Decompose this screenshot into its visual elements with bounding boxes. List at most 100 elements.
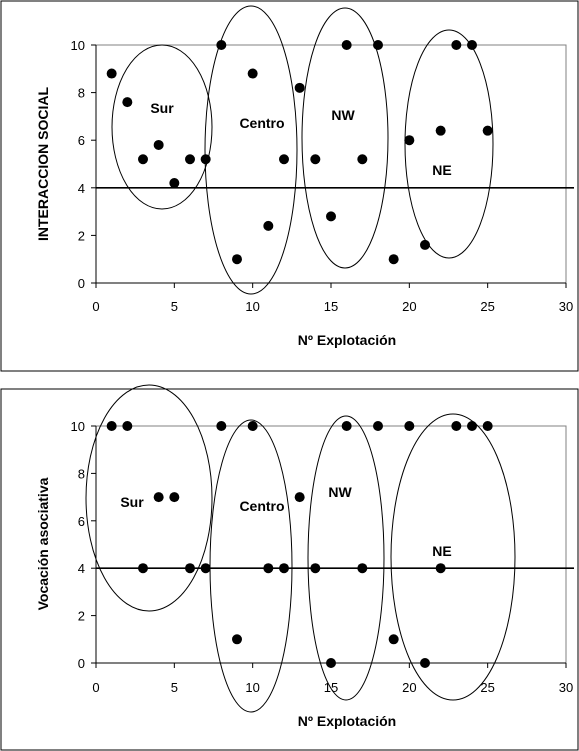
chart-1-region-label-centro: Centro xyxy=(239,115,284,131)
chart-1-data-point xyxy=(153,139,164,150)
chart-1-data-point xyxy=(467,40,477,50)
chart-1-data-point xyxy=(326,211,336,222)
chart-1-data-point xyxy=(451,40,462,50)
chart-1: 0 2 4 6 8 10 0 5 10 15 20 25 30 Sur Centro NW NE Nº Explo… xyxy=(35,5,574,348)
chart-1-data-point xyxy=(200,154,211,165)
chart-2-data-point xyxy=(373,421,383,431)
chart-2-data-point xyxy=(216,421,227,431)
chart-1-data-point xyxy=(341,40,352,50)
chart-2-y-tick-label: 8 xyxy=(78,466,85,481)
chart-2-data-point xyxy=(279,563,289,574)
chart-1-region-label-nw: NW xyxy=(331,107,355,123)
chart-1-y-tick-label: 2 xyxy=(78,228,85,243)
chart-2-data-point xyxy=(451,421,462,431)
chart-1-x-tick-label: 15 xyxy=(324,299,338,314)
chart-2-region-label-ne: NE xyxy=(432,543,451,559)
chart-2-region-ellipse-sur xyxy=(85,384,213,612)
chart-1-data-point xyxy=(482,125,493,136)
chart-1-region-ellipse-sur xyxy=(111,44,213,210)
chart-2-data-point xyxy=(106,421,117,431)
chart-1-x-tick-label: 0 xyxy=(92,299,99,314)
chart-1-data-point xyxy=(420,239,430,250)
chart-1-data-point xyxy=(310,154,321,165)
chart-2-region-ellipse-nw xyxy=(307,415,385,701)
chart-1-y-tick-label: 0 xyxy=(78,276,85,291)
chart-2-region-label-centro: Centro xyxy=(239,498,284,514)
chart-2-x-tick-label: 15 xyxy=(324,680,338,695)
chart-2-data-point xyxy=(294,492,305,503)
chart-2-data-point xyxy=(467,421,477,431)
chart-1-region-ellipse-centro xyxy=(204,5,298,295)
chart-1-x-tick-label: 10 xyxy=(245,299,259,314)
chart-1-y-tick-label: 6 xyxy=(78,133,85,148)
chart-2-x-tick-label: 20 xyxy=(402,680,416,695)
chart-1-x-tick-label: 30 xyxy=(559,299,573,314)
chart-2: 0 2 4 6 8 10 0 5 10 15 20 25 30 Sur Centro NW NE Nº Explo… xyxy=(35,384,574,729)
chart-2-data-point xyxy=(232,634,242,645)
chart-1-data-point xyxy=(216,40,227,50)
chart-2-y-tick-label: 10 xyxy=(71,419,85,434)
chart-2-plot-area xyxy=(95,425,567,664)
chart-2-data-point xyxy=(404,421,415,431)
chart-2-data-point xyxy=(310,563,321,574)
chart-2-x-tick-label: 0 xyxy=(92,680,99,695)
chart-2-data-point xyxy=(122,421,133,431)
chart-1-data-point xyxy=(263,220,274,231)
chart-2-data-point xyxy=(138,563,148,574)
chart-1-data-point xyxy=(122,97,133,108)
chart-2-y-axis-title: Vocación asociativa xyxy=(35,477,51,610)
chart-1-data-point xyxy=(138,154,148,165)
chart-1-data-point xyxy=(373,40,383,50)
chart-2-data-point xyxy=(357,563,368,574)
chart-1-y-axis-title: INTERACCION SOCIAL xyxy=(35,87,51,241)
chart-1-data-point xyxy=(232,254,242,265)
chart-2-region-label-nw: NW xyxy=(328,484,352,500)
chart-2-x-tick-label: 25 xyxy=(480,680,494,695)
chart-1-region-ellipse-ne xyxy=(404,29,494,259)
chart-1-x-tick-label: 20 xyxy=(402,299,416,314)
chart-2-data-point xyxy=(169,492,180,503)
chart-2-data-point xyxy=(200,563,211,574)
chart-2-data-point xyxy=(388,634,399,645)
chart-2-y-tick-label: 6 xyxy=(78,514,85,529)
chart-2-data-point xyxy=(263,563,274,574)
chart-1-y-tick-label: 10 xyxy=(71,38,85,53)
chart-2-y-tick-label: 2 xyxy=(78,609,85,624)
chart-1-x-tick-label: 25 xyxy=(480,299,494,314)
chart-1-data-point xyxy=(357,154,368,165)
chart-2-y-tick-label: 0 xyxy=(78,656,85,671)
chart-2-data-point xyxy=(185,563,195,574)
chart-2-data-point xyxy=(435,563,446,574)
chart-2-x-tick-label: 10 xyxy=(245,680,259,695)
chart-1-y-tick-label: 8 xyxy=(78,86,85,101)
chart-2-data-point xyxy=(341,421,352,431)
chart-1-region-ellipse-nw xyxy=(301,7,389,269)
chart-2-data-point xyxy=(153,492,164,503)
chart-2-region-label-sur: Sur xyxy=(120,494,144,510)
chart-2-data-point xyxy=(420,658,430,668)
chart-1-region-label-sur: Sur xyxy=(150,100,174,116)
chart-1-data-point xyxy=(106,68,117,79)
chart-1-data-point xyxy=(279,154,289,165)
chart-2-region-ellipse-ne xyxy=(390,413,516,701)
chart-2-x-axis-title: Nº Explotación xyxy=(298,713,396,729)
chart-2-x-tick-label: 5 xyxy=(171,680,178,695)
chart-1-data-point xyxy=(388,254,399,265)
chart-2-data-point xyxy=(326,658,336,668)
chart-2-data-point xyxy=(247,421,258,431)
chart-1-plot-area xyxy=(95,44,567,284)
chart-1-x-tick-label: 5 xyxy=(171,299,178,314)
chart-1-y-tick-label: 4 xyxy=(78,181,85,196)
chart-1-data-point xyxy=(435,125,446,136)
chart-1-data-point xyxy=(404,135,415,146)
chart-2-data-point xyxy=(482,421,493,431)
chart-1-data-point xyxy=(294,82,305,93)
chart-1-region-label-ne: NE xyxy=(432,162,451,178)
chart-1-data-point xyxy=(185,154,195,165)
chart-1-data-point xyxy=(247,68,258,79)
chart-1-data-point xyxy=(169,178,180,189)
chart-2-y-tick-label: 4 xyxy=(78,561,85,576)
chart-1-x-axis-title: Nº Explotación xyxy=(298,332,396,348)
chart-2-x-tick-label: 30 xyxy=(559,680,573,695)
